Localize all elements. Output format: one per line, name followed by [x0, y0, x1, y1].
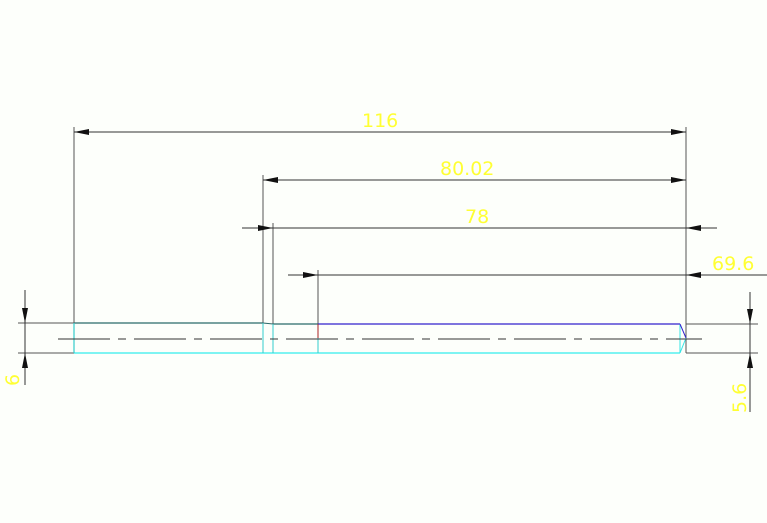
- dimension-text: 6: [2, 374, 24, 386]
- dimension-78[interactable]: 78: [242, 206, 717, 231]
- dimension-text: 5.6: [729, 383, 751, 413]
- dimension-80-02[interactable]: 80.02: [263, 158, 686, 183]
- dimension-5-6[interactable]: 5.6: [729, 292, 753, 413]
- dimension-text: 78: [465, 206, 489, 228]
- dimension-text: 80.02: [440, 158, 494, 180]
- dimension-text: 116: [362, 110, 398, 132]
- dimension-69-6[interactable]: 69.6: [288, 253, 767, 278]
- dimension-text: 69.6: [712, 253, 754, 275]
- extension-lines: [18, 127, 758, 354]
- shaft-outline[interactable]: [73, 322, 687, 354]
- dimension-116[interactable]: 116: [74, 110, 686, 135]
- dimension-6[interactable]: 6: [2, 290, 28, 386]
